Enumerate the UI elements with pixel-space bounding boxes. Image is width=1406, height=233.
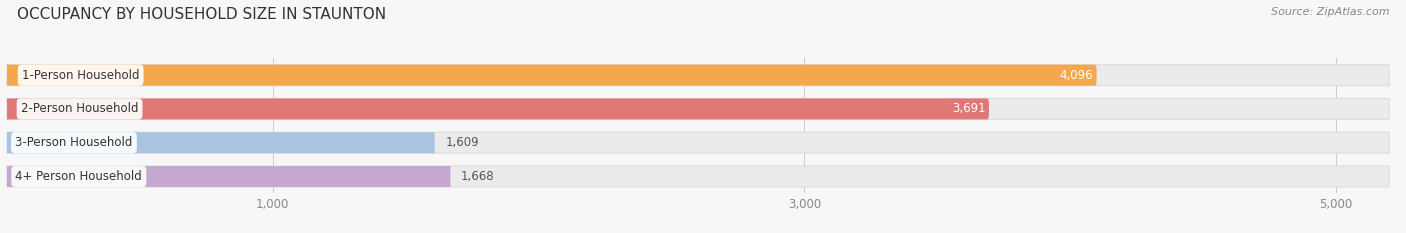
Text: 4,096: 4,096 [1059,69,1092,82]
FancyBboxPatch shape [7,166,1389,187]
Text: 3,691: 3,691 [952,103,986,115]
Text: Source: ZipAtlas.com: Source: ZipAtlas.com [1271,7,1389,17]
Text: 1,609: 1,609 [446,136,479,149]
Text: 1,668: 1,668 [461,170,495,183]
FancyBboxPatch shape [7,65,1095,86]
Text: OCCUPANCY BY HOUSEHOLD SIZE IN STAUNTON: OCCUPANCY BY HOUSEHOLD SIZE IN STAUNTON [17,7,387,22]
FancyBboxPatch shape [7,99,1389,119]
FancyBboxPatch shape [7,132,1389,153]
Text: 3-Person Household: 3-Person Household [15,136,132,149]
Text: 1-Person Household: 1-Person Household [22,69,139,82]
Text: 2-Person Household: 2-Person Household [21,103,138,115]
FancyBboxPatch shape [7,65,1389,86]
FancyBboxPatch shape [7,99,988,119]
FancyBboxPatch shape [7,132,434,153]
Text: 4+ Person Household: 4+ Person Household [15,170,142,183]
FancyBboxPatch shape [7,166,450,187]
